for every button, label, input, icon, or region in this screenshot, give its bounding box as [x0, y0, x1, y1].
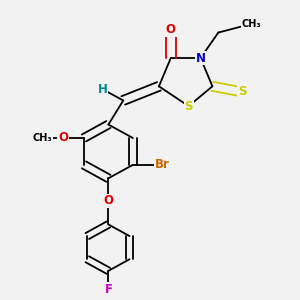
Text: CH₃: CH₃: [32, 133, 52, 143]
Text: O: O: [58, 131, 68, 145]
Text: O: O: [103, 194, 113, 208]
Text: O: O: [166, 23, 176, 36]
Text: N: N: [196, 52, 206, 64]
Text: S: S: [184, 100, 193, 112]
Text: F: F: [104, 283, 112, 296]
Text: H: H: [98, 82, 107, 96]
Text: S: S: [238, 85, 246, 98]
Text: Br: Br: [155, 158, 170, 171]
Text: CH₃: CH₃: [241, 19, 261, 29]
